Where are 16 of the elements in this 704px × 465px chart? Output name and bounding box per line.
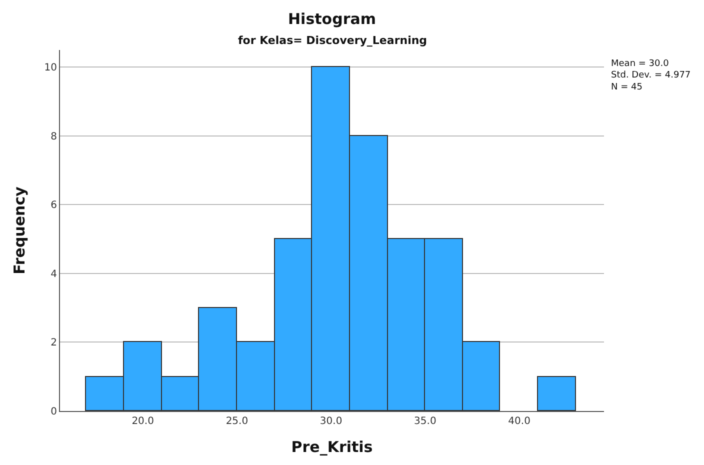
x-tick-label: 30.0 — [320, 416, 342, 427]
y-tick-label: 6 — [50, 200, 57, 212]
y-axis-title: Frequency — [10, 186, 29, 274]
text: Mean = 30.0 Std. Dev. = 4.977 N = 45 — [611, 59, 691, 92]
x-tick-label: 20.0 — [132, 416, 154, 427]
x-tick-label: 25.0 — [226, 416, 248, 427]
y-tick-label: 10 — [44, 62, 57, 74]
x-axis-title: Pre_Kritis — [291, 438, 373, 456]
x-tick-label: 35.0 — [414, 416, 436, 427]
y-tick-label: 8 — [50, 131, 57, 142]
y-tick-label: 4 — [50, 268, 57, 280]
chart-subtitle: for Kelas= Discovery_Learning — [238, 34, 428, 47]
y-tick-label: 0 — [50, 406, 57, 418]
y-tick-label: 2 — [50, 338, 57, 349]
x-tick-label: 40.0 — [508, 416, 530, 427]
chart-title: Histogram — [288, 10, 376, 28]
